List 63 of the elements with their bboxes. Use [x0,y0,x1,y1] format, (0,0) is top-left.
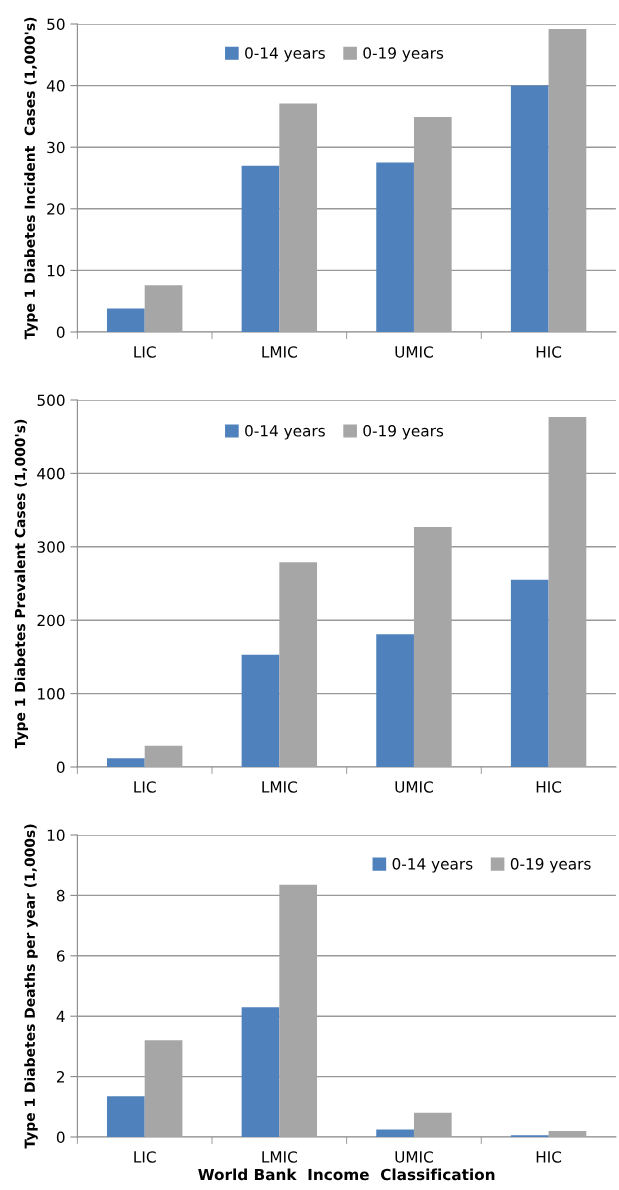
y-tick-label: 10 [47,264,65,277]
y-tick-label: 30 [47,141,65,154]
x-axis-title: World Bank Income Classification [198,1168,495,1181]
y-tick-label: 400 [37,467,65,480]
legend-label: 0-19 years [363,47,444,62]
bar [548,1130,587,1137]
bar [413,117,452,332]
bar [510,85,549,332]
x-tick-label: LMIC [262,346,297,358]
x-tick-label: LMIC [262,781,297,793]
y-axis-title: Type 1 Diabetes Prevalent Cases (1,000's) [14,419,29,749]
bar [376,162,414,332]
bar [106,1096,145,1137]
y-tick-label: 2 [56,1071,65,1083]
bar [106,758,145,767]
bar [279,884,318,1137]
x-tick-label: LIC [134,781,156,793]
bar [144,745,183,767]
y-tick-label: 8 [56,889,65,902]
y-tick-label: 10 [47,829,65,842]
y-tick-label: 50 [47,18,65,31]
bar [548,416,587,767]
x-tick-label: LIC [134,346,156,358]
y-tick-label: 0 [56,326,65,339]
bar [548,28,587,332]
y-tick-label: 200 [37,614,65,627]
y-tick-label: 6 [56,950,65,962]
bar [510,579,549,767]
x-tick-label: HIC [536,1151,562,1163]
x-tick-label: HIC [536,781,562,793]
y-tick-label: 20 [47,203,65,215]
legend-label: 0-19 years [510,858,591,873]
y-tick-label: 300 [37,541,65,553]
legend-label: 0-19 years [363,425,444,440]
x-tick-label: LMIC [262,1151,297,1163]
bar [106,308,145,332]
x-tick-label: HIC [536,346,562,358]
bar [279,103,318,332]
bar [144,285,183,332]
bar [241,654,280,767]
y-tick-label: 0 [56,761,65,774]
bar [144,1040,183,1137]
bar [376,634,414,767]
y-tick-label: 500 [37,394,65,407]
y-tick-label: 4 [56,1010,65,1022]
bar [413,526,452,767]
legend-label: 0-14 years [245,425,325,440]
x-tick-label: LIC [134,1151,156,1163]
x-tick-label: UMIC [395,346,433,358]
y-tick-label: 0 [56,1131,65,1144]
bar [279,562,318,767]
x-tick-label: UMIC [395,1151,433,1163]
bar [376,1129,414,1137]
bar [241,1007,280,1137]
legend-label: 0-14 years [245,47,325,62]
y-axis-title: Type 1 Diabetes Deaths per year (1,000s) [24,824,38,1149]
bar [413,1112,452,1137]
bar [241,165,280,332]
x-tick-label: UMIC [395,781,433,793]
legend-label: 0-14 years [392,858,473,873]
y-tick-label: 100 [38,688,65,700]
y-tick-label: 40 [46,80,65,92]
y-axis-title: Type 1 Diabetes Incident Cases (1,000's) [24,17,38,340]
